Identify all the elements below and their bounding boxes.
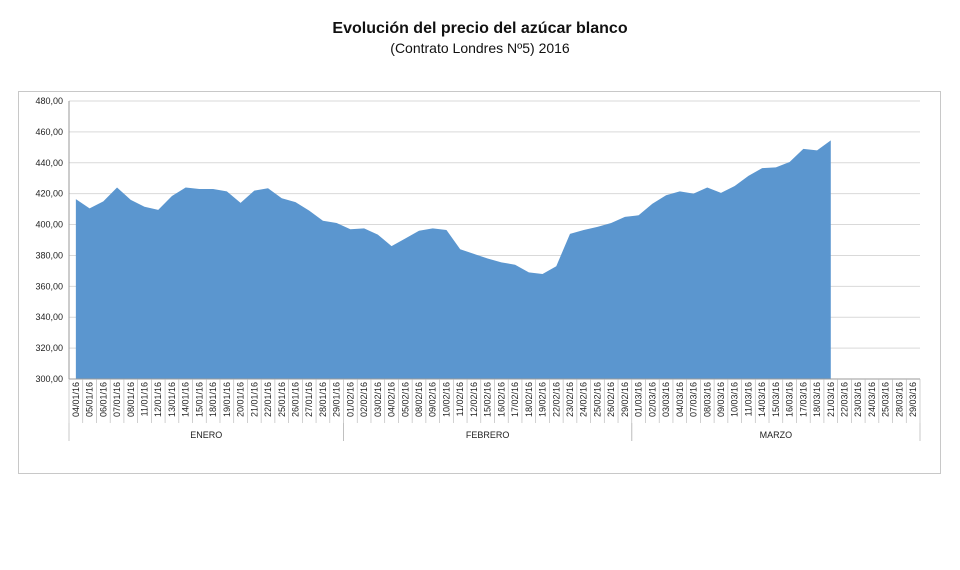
- y-tick-label: 480,00: [35, 96, 63, 106]
- x-tick-label: 19/01/16: [222, 382, 232, 417]
- y-tick-label: 300,00: [35, 374, 63, 384]
- x-tick-label: 07/03/16: [689, 382, 699, 417]
- x-tick-label: 17/03/16: [798, 382, 808, 417]
- x-tick-label: 04/01/16: [71, 382, 81, 417]
- x-tick-label: 25/02/16: [592, 382, 602, 417]
- chart-subtitle: (Contrato Londres Nº5) 2016: [390, 40, 570, 56]
- x-tick-label: 14/01/16: [181, 382, 191, 417]
- x-tick-label: 28/03/16: [894, 382, 904, 417]
- month-label: MARZO: [760, 430, 793, 440]
- x-tick-label: 24/03/16: [867, 382, 877, 417]
- x-tick-label: 17/02/16: [510, 382, 520, 417]
- x-tick-label: 08/03/16: [702, 382, 712, 417]
- x-tick-label: 22/01/16: [263, 382, 273, 417]
- x-tick-label: 09/02/16: [428, 382, 438, 417]
- y-tick-label: 340,00: [35, 312, 63, 322]
- x-tick-label: 06/01/16: [98, 382, 108, 417]
- x-tick-label: 23/03/16: [853, 382, 863, 417]
- x-tick-label: 23/02/16: [565, 382, 575, 417]
- x-tick-label: 27/01/16: [304, 382, 314, 417]
- x-tick-label: 11/01/16: [139, 382, 149, 416]
- x-tick-label: 15/02/16: [483, 382, 493, 417]
- x-tick-label: 26/01/16: [290, 382, 300, 417]
- month-label: FEBRERO: [466, 430, 510, 440]
- x-tick-label: 19/02/16: [538, 382, 548, 417]
- x-tick-label: 10/02/16: [441, 382, 451, 417]
- x-tick-label: 01/03/16: [634, 382, 644, 417]
- x-tick-label: 18/02/16: [524, 382, 534, 417]
- y-tick-label: 440,00: [35, 158, 63, 168]
- chart-title: Evolución del precio del azúcar blanco: [332, 20, 628, 37]
- x-tick-label: 03/03/16: [661, 382, 671, 417]
- x-tick-label: 29/03/16: [908, 382, 918, 417]
- x-tick-label: 18/01/16: [208, 382, 218, 417]
- x-tick-label: 13/01/16: [167, 382, 177, 417]
- x-tick-label: 25/01/16: [277, 382, 287, 417]
- x-tick-label: 04/02/16: [387, 382, 397, 417]
- x-tick-label: 12/02/16: [469, 382, 479, 417]
- y-tick-label: 320,00: [35, 343, 63, 353]
- x-tick-label: 22/03/16: [840, 382, 850, 417]
- x-tick-label: 10/03/16: [730, 382, 740, 417]
- month-label: ENERO: [190, 430, 222, 440]
- x-tick-label: 05/02/16: [400, 382, 410, 417]
- x-tick-label: 11/02/16: [455, 382, 465, 416]
- x-tick-label: 28/01/16: [318, 382, 328, 417]
- x-tick-label: 08/01/16: [126, 382, 136, 417]
- x-tick-label: 21/01/16: [249, 382, 259, 417]
- y-tick-label: 420,00: [35, 189, 63, 199]
- x-tick-label: 29/01/16: [332, 382, 342, 417]
- x-tick-label: 02/02/16: [359, 382, 369, 417]
- x-tick-label: 07/01/16: [112, 382, 122, 417]
- y-tick-label: 400,00: [35, 220, 63, 230]
- x-tick-label: 26/02/16: [606, 382, 616, 417]
- x-tick-label: 02/03/16: [647, 382, 657, 417]
- x-tick-label: 01/02/16: [345, 382, 355, 417]
- price-area: [75, 140, 831, 379]
- x-tick-label: 04/03/16: [675, 382, 685, 417]
- x-tick-label: 14/03/16: [757, 382, 767, 417]
- x-tick-label: 29/02/16: [620, 382, 630, 417]
- x-tick-label: 05/01/16: [85, 382, 95, 417]
- y-tick-label: 460,00: [35, 127, 63, 137]
- x-tick-label: 11/03/16: [743, 382, 753, 416]
- x-tick-label: 03/02/16: [373, 382, 383, 417]
- x-tick-label: 20/01/16: [236, 382, 246, 417]
- x-tick-label: 22/02/16: [551, 382, 561, 417]
- y-tick-label: 360,00: [35, 281, 63, 291]
- y-tick-label: 380,00: [35, 250, 63, 260]
- x-tick-label: 16/02/16: [496, 382, 506, 417]
- x-tick-label: 15/01/16: [194, 382, 204, 417]
- x-tick-label: 25/03/16: [881, 382, 891, 417]
- x-tick-label: 08/02/16: [414, 382, 424, 417]
- x-tick-label: 18/03/16: [812, 382, 822, 417]
- x-tick-label: 09/03/16: [716, 382, 726, 417]
- x-tick-label: 16/03/16: [785, 382, 795, 417]
- x-tick-label: 15/03/16: [771, 382, 781, 417]
- x-tick-label: 21/03/16: [826, 382, 836, 417]
- x-tick-label: 12/01/16: [153, 382, 163, 417]
- x-tick-label: 24/02/16: [579, 382, 589, 417]
